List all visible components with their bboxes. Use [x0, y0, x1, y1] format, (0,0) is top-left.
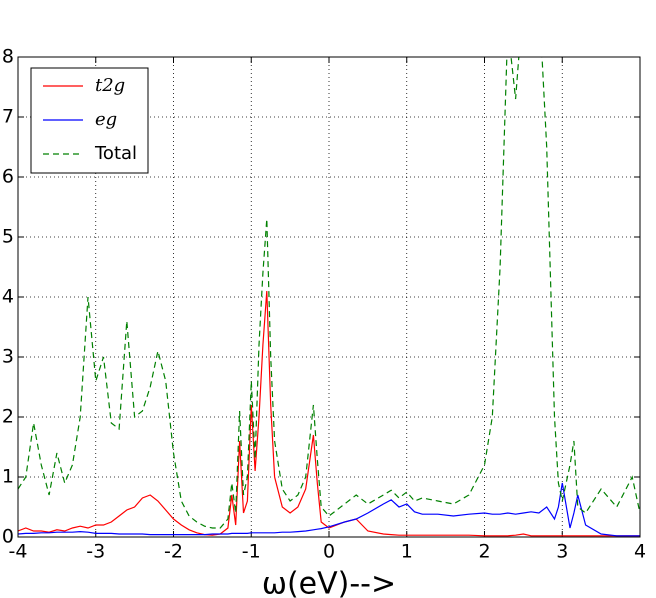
x-tick-label: 4 — [634, 541, 646, 563]
y-tick-label: 3 — [2, 346, 14, 368]
y-tick-label: 2 — [2, 406, 14, 428]
y-tick-label: 8 — [2, 46, 14, 68]
x-tick-label: -4 — [9, 541, 28, 563]
y-tick-label: 1 — [2, 466, 14, 488]
legend-label: t2g — [95, 75, 125, 96]
series-line — [18, 482, 640, 537]
x-tick-label: -2 — [164, 541, 183, 563]
y-tick-label: 4 — [2, 286, 14, 308]
y-tick-label: 0 — [2, 526, 14, 548]
x-tick-label: -3 — [86, 541, 105, 563]
x-tick-label: 0 — [323, 541, 335, 563]
y-tick-label: 6 — [2, 166, 14, 188]
y-tick-label: 5 — [2, 226, 14, 248]
legend: t2g eg Total — [30, 67, 149, 174]
x-tick-label: 2 — [478, 541, 490, 563]
plot-lines — [18, 57, 640, 537]
series-line — [18, 57, 640, 529]
x-tick-label: 3 — [556, 541, 568, 563]
x-axis-label: ω(eV)--> — [262, 567, 396, 598]
x-tick-label: -1 — [242, 541, 261, 563]
legend-label: eg — [95, 109, 117, 130]
y-tick-label: 7 — [2, 106, 14, 128]
series-line — [18, 290, 640, 537]
plot-frame — [17, 56, 641, 538]
x-tick-label: 1 — [401, 541, 413, 563]
legend-label: Total — [94, 143, 137, 164]
